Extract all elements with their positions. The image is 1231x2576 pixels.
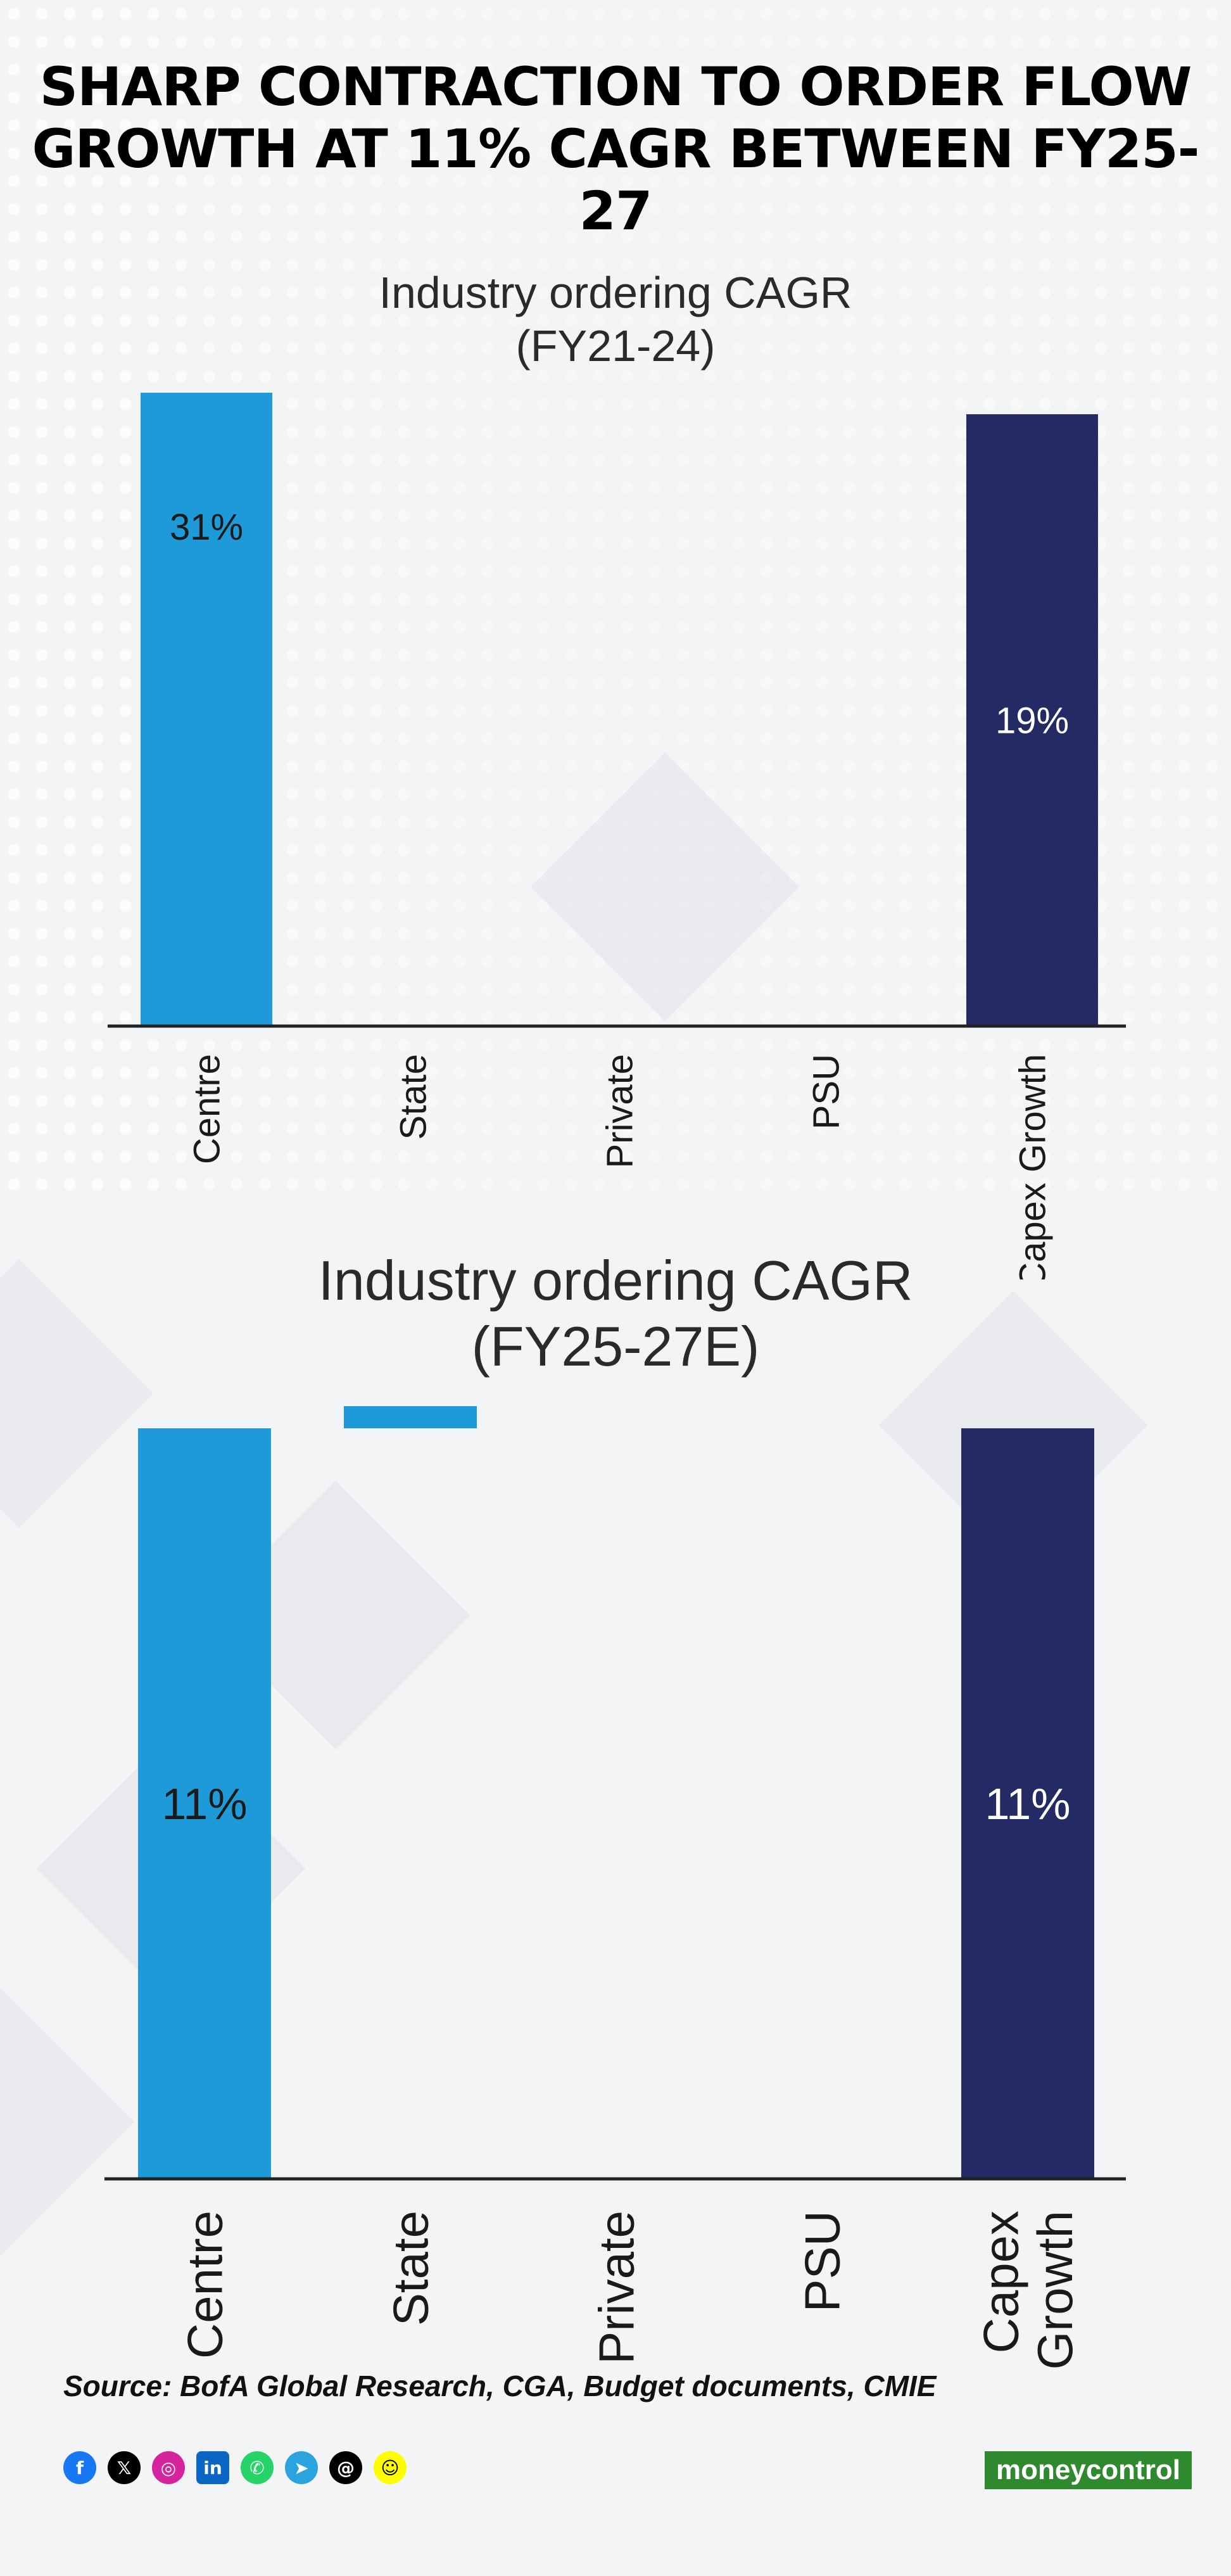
category-label: PSU — [794, 2211, 850, 2312]
category-label: CapexGrowth — [973, 2211, 1083, 2370]
whatsapp-icon[interactable]: ✆ — [241, 2451, 274, 2484]
chart-1-title-line1: Industry ordering CAGR — [379, 268, 852, 317]
x-icon[interactable]: 𝕏 — [108, 2451, 141, 2484]
chart-2-title-line1: Industry ordering CAGR — [318, 1249, 913, 1312]
threads-icon[interactable]: @ — [329, 2451, 362, 2484]
waterfall-chart-fy21-24: 31%Centre20%State11%Private7%PSU19%Capex… — [108, 393, 1126, 1279]
chart-1-title-line2: (FY21-24) — [515, 321, 716, 371]
instagram-icon[interactable]: ◎ — [152, 2451, 185, 2484]
source-note: Source: BofA Global Research, CGA, Budge… — [63, 2370, 937, 2402]
category-label: Private — [599, 1054, 640, 1169]
bar-capex-growth — [966, 414, 1098, 1026]
snapchat-icon[interactable]: ☺ — [374, 2451, 407, 2484]
chart-2-title: Industry ordering CAGR (FY25-27E) — [0, 1248, 1231, 1380]
linkedin-icon[interactable]: in — [196, 2451, 229, 2484]
telegram-icon[interactable]: ➤ — [285, 2451, 318, 2484]
main-title: SHARP CONTRACTION TO ORDER FLOW GROWTH A… — [32, 56, 1199, 242]
category-label: State — [382, 2211, 438, 2326]
category-label: Centre — [186, 1054, 227, 1164]
category-label: Centre — [177, 2211, 232, 2359]
waterfall-chart-fy25-27e: 11%Centre7%State14%Private13%PSU11%Capex… — [104, 1406, 1126, 2370]
data-label: 19% — [995, 700, 1069, 741]
facebook-icon[interactable]: f — [63, 2451, 96, 2484]
bar-state — [344, 1406, 477, 1428]
bar-capex-growth — [961, 1428, 1094, 2179]
data-label: 11% — [985, 1779, 1071, 1829]
bar-centre — [138, 1428, 271, 2179]
social-icons-row: f 𝕏 ◎ in ✆ ➤ @ ☺ — [63, 2451, 407, 2484]
data-label: 11% — [162, 1779, 248, 1829]
chart-2-title-line2: (FY25-27E) — [471, 1315, 760, 1378]
data-label: 31% — [170, 507, 243, 548]
category-label: State — [393, 1054, 434, 1139]
category-label: PSU — [805, 1054, 847, 1129]
moneycontrol-logo: moneycontrol — [985, 2451, 1192, 2489]
category-label: Capex Growth — [1012, 1054, 1053, 1279]
category-label: Private — [588, 2211, 644, 2364]
chart-1-title: Industry ordering CAGR (FY21-24) — [0, 266, 1231, 372]
bar-centre — [141, 393, 272, 1026]
